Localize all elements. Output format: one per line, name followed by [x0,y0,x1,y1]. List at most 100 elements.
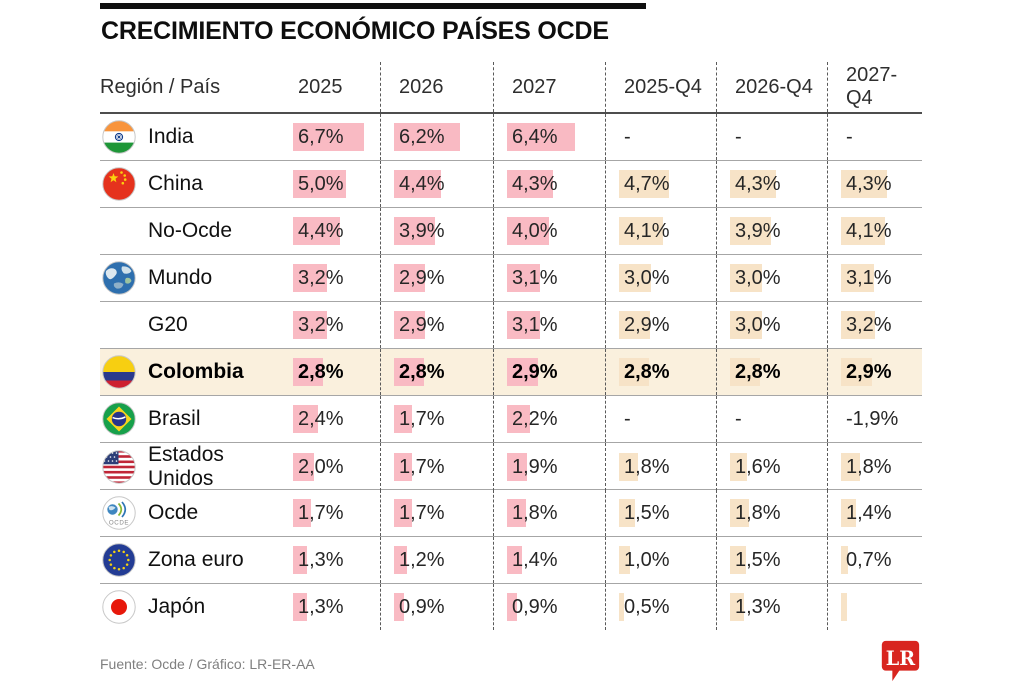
country-cell: Japón [100,584,280,630]
value-bar [293,217,340,245]
value-wrap: 3,2% [293,255,344,301]
value-bar [394,453,412,481]
value-text: 0,9% [512,595,558,618]
header-cell-2: 2026 [380,62,493,112]
value-bar [293,264,327,292]
value-wrap: - [619,114,631,160]
country-cell: OCDE Ocde [100,490,280,536]
country-name: Estados Unidos [148,443,224,490]
value-text: 2,8% [399,360,445,383]
value-cell: 2,8% [280,349,380,395]
header-cell-3: 2027 [493,62,605,112]
value-text: 3,0% [735,313,781,336]
value-wrap: 0,7% [841,537,892,583]
value-text: 1,4% [846,501,892,524]
value-cell: 1,5% [605,490,716,536]
table-row-zona-euro: Zona euro 1,3% 1,2% 1,4% 1,0% 1,5% 0,7% [100,536,922,583]
value-text: 3,1% [512,266,558,289]
table-row-g20: G20 3,2% 2,9% 3,1% 2,9% 3,0% 3,2% [100,301,922,348]
value-cell: 2,9% [493,349,605,395]
value-text: 0,7% [846,548,892,571]
value-wrap: 4,7% [619,161,670,207]
value-wrap: 2,2% [507,396,558,442]
value-cell: 4,3% [493,161,605,207]
value-wrap: 1,5% [730,537,781,583]
country-name: Zona euro [148,548,244,571]
table-row-mundo: Mundo 3,2% 2,9% 3,1% 3,0% 3,0% 3,1% [100,254,922,301]
value-text: 2,9% [512,360,558,383]
value-bar [841,170,887,198]
value-bar [507,453,528,481]
svg-text:OCDE: OCDE [109,520,129,527]
value-bar [841,546,849,574]
value-wrap: 1,7% [293,490,344,536]
value-cell: 1,4% [493,537,605,583]
value-bar [619,170,669,198]
value-text: 5,0% [298,172,344,195]
value-wrap: 0,5% [619,584,670,630]
value-bar [841,453,861,481]
value-text: 4,1% [624,219,670,242]
value-wrap: - [619,396,631,442]
value-text: 4,1% [846,219,892,242]
value-text: 1,2% [399,548,445,571]
value-text: 1,3% [298,595,344,618]
value-text: 2,8% [298,360,344,383]
value-cell: 4,1% [827,208,922,254]
value-cell: 1,3% [280,584,380,630]
value-bar [293,499,311,527]
value-bar [293,311,327,339]
value-wrap: 1,2% [394,537,445,583]
value-bar [293,453,315,481]
value-text: 4,3% [512,172,558,195]
value-text: 0,9% [399,595,445,618]
table-row-ocde: OCDE Ocde 1,7% 1,7% 1,8% 1,5% 1,8% 1,4% [100,489,922,536]
ocde-logo-icon: OCDE [102,496,136,530]
value-text: 2,9% [399,266,445,289]
value-bar [841,499,856,527]
value-cell: 4,4% [280,208,380,254]
infographic: CRECIMIENTO ECONÓMICO PAÍSES OCDE Región… [100,0,922,684]
value-cell: 2,8% [380,349,493,395]
usa-flag-icon [102,450,136,484]
value-text: 3,1% [512,313,558,336]
value-wrap: 2,9% [619,302,670,348]
value-cell: 4,4% [380,161,493,207]
country-cell: Zona euro [100,537,280,583]
value-wrap: 4,3% [730,161,781,207]
value-wrap [841,584,848,630]
header-cell-1: 2025 [280,62,380,112]
value-wrap: 3,1% [507,302,558,348]
country-cell: No-Ocde [100,208,280,254]
value-wrap: - [730,396,742,442]
value-text [841,607,847,608]
header-label: 2026 [399,75,444,98]
header-cell-4: 2025-Q4 [605,62,716,112]
country-name: Brasil [148,407,201,430]
value-text: 1,5% [735,548,781,571]
value-wrap: 3,1% [841,255,892,301]
value-cell: 3,9% [380,208,493,254]
header-label: 2025 [298,75,343,98]
country-cell: India [100,114,280,160]
country-name: India [148,125,194,148]
value-bar [619,311,650,339]
value-text: 2,9% [846,360,892,383]
page-title: CRECIMIENTO ECONÓMICO PAÍSES OCDE [101,17,609,45]
value-cell: 2,8% [716,349,827,395]
value-text: - [846,125,853,148]
value-bar [841,311,875,339]
value-cell: 2,8% [605,349,716,395]
japan-flag-icon [102,590,136,624]
value-bar [730,593,744,621]
value-cell: 2,2% [493,396,605,442]
value-bar [293,546,307,574]
value-bar [394,405,412,433]
value-cell: 3,0% [716,302,827,348]
value-text: -1,9% [846,407,899,430]
country-name: Japón [148,595,206,618]
header-label: 2026-Q4 [735,75,813,98]
value-wrap: 2,8% [293,349,344,395]
value-wrap: 1,3% [730,584,781,630]
value-cell: 4,7% [605,161,716,207]
